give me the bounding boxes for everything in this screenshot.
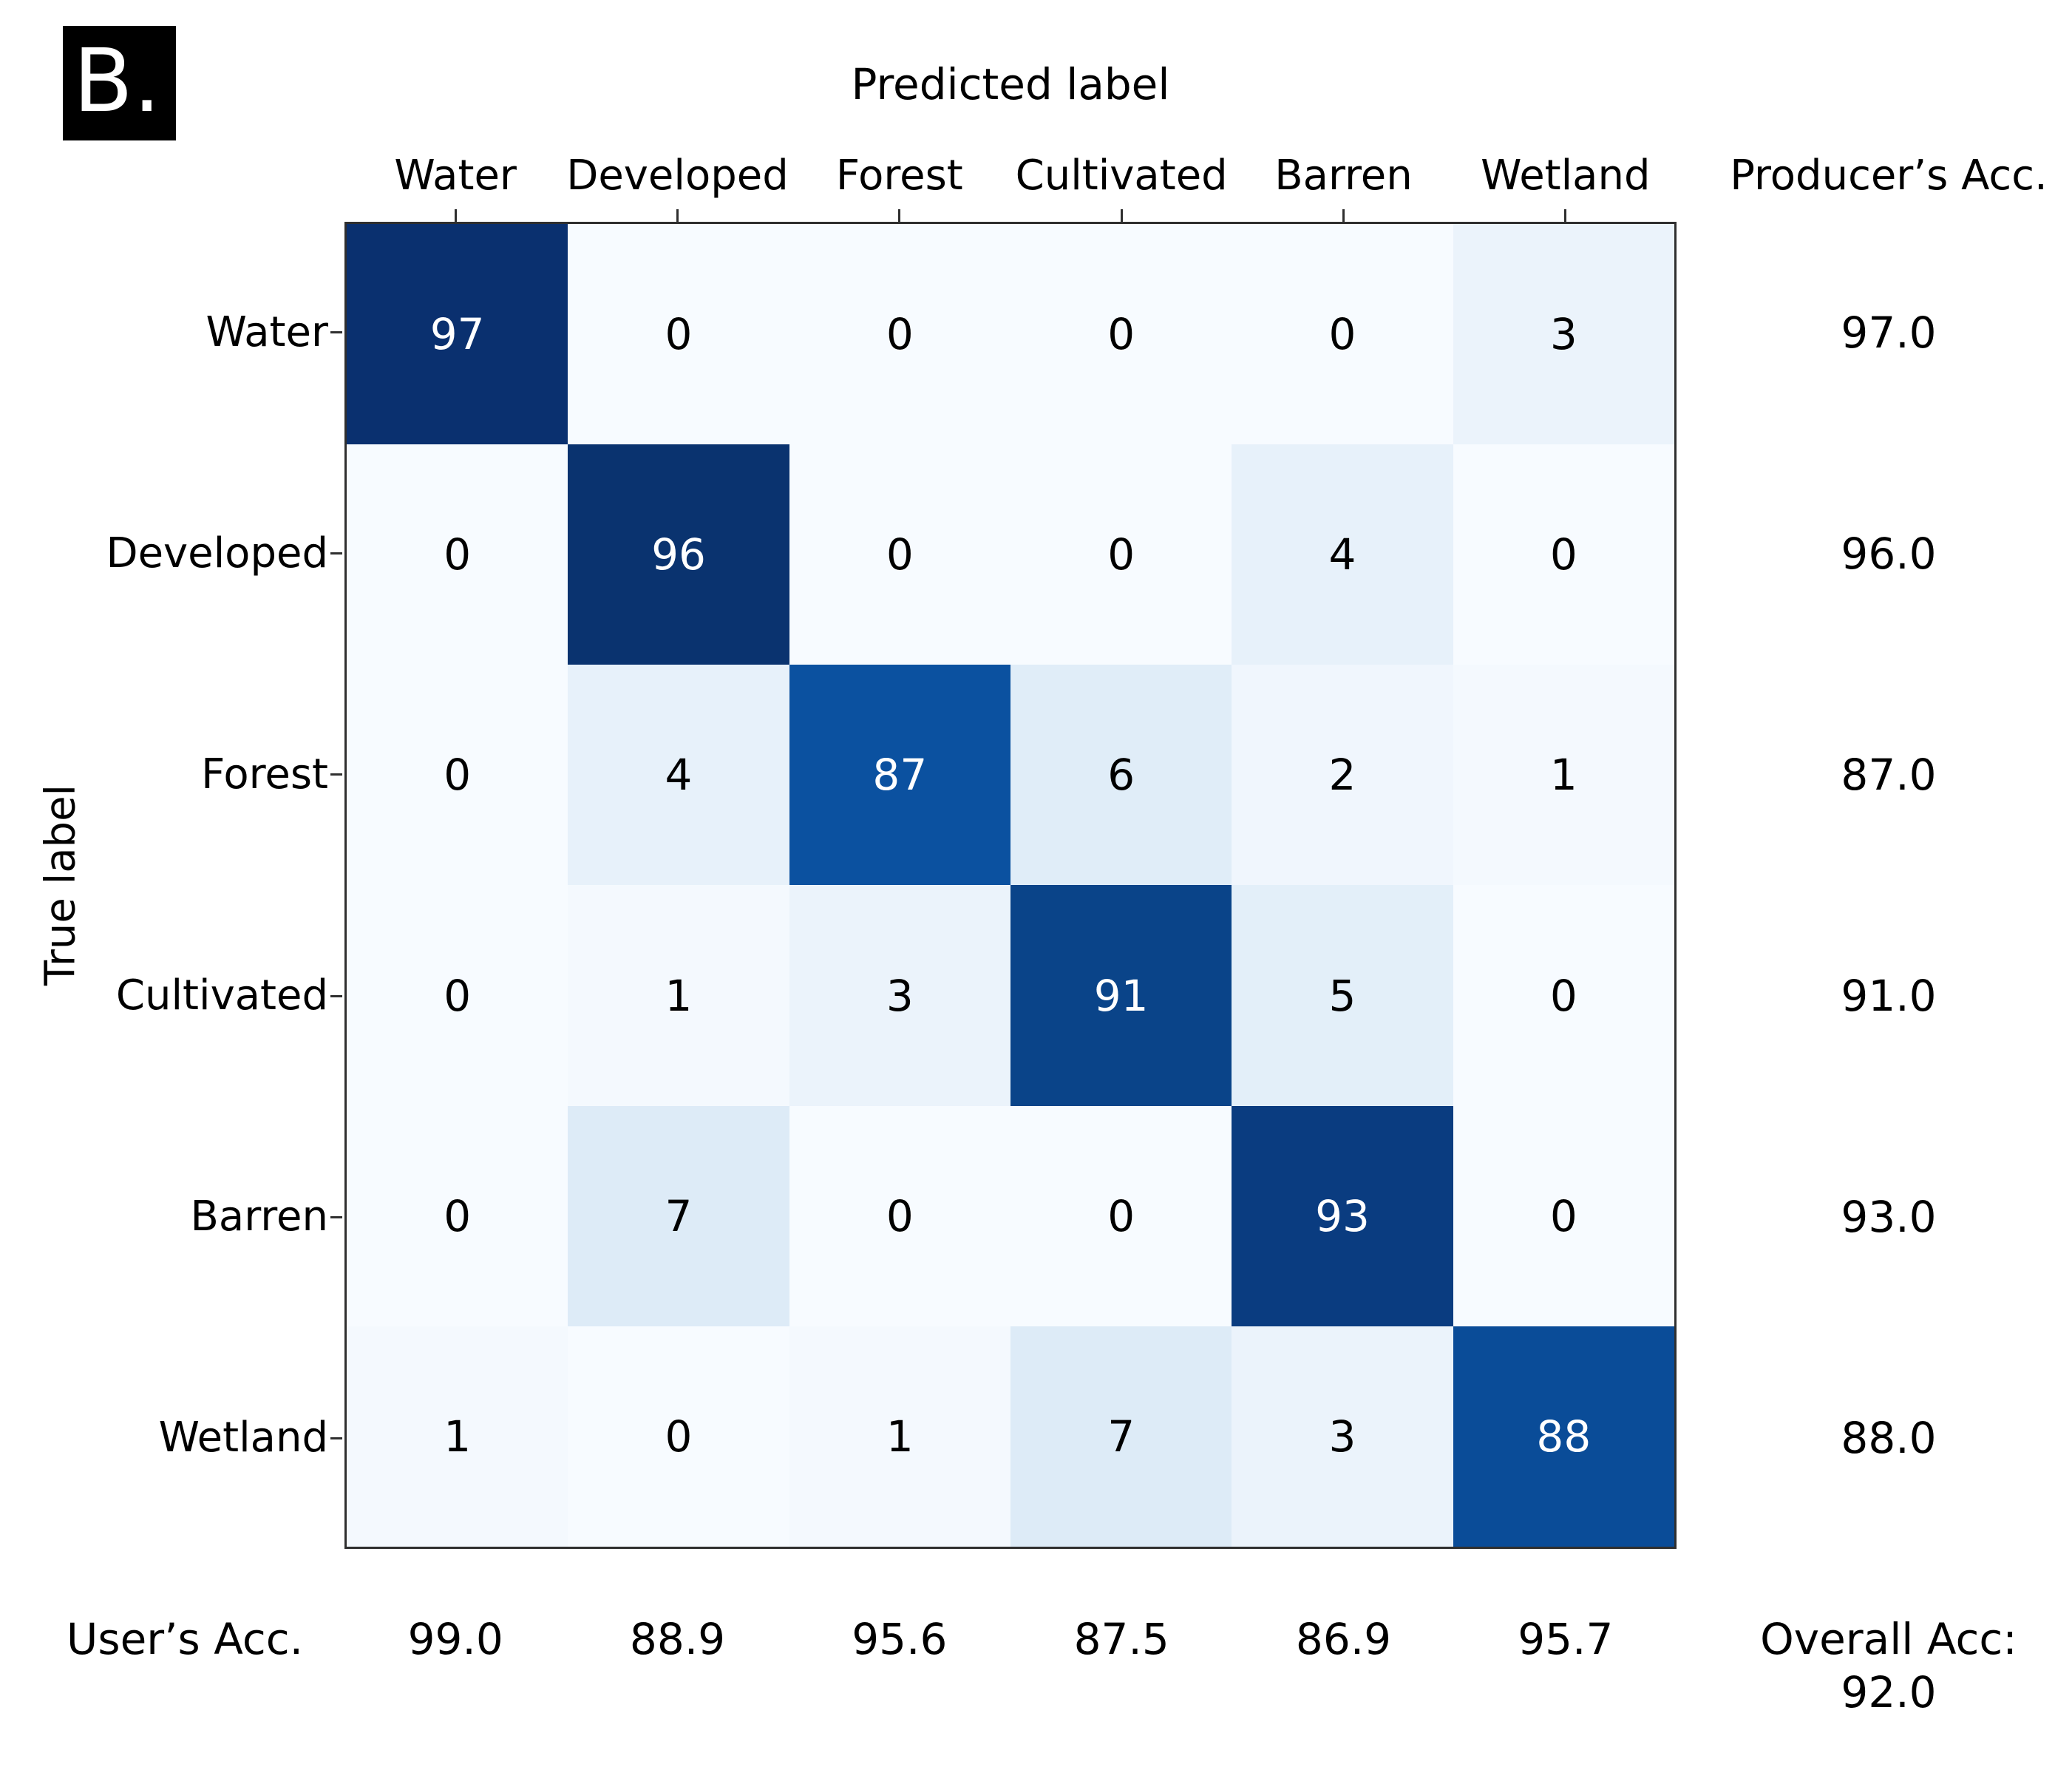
top-tick: [898, 209, 901, 222]
row-label: Water: [205, 308, 328, 356]
row-label: Cultivated: [115, 971, 328, 1020]
matrix-cell: 0: [347, 1105, 568, 1326]
matrix-cell: 3: [1453, 224, 1674, 445]
left-tick: [330, 1215, 342, 1218]
left-tick: [330, 773, 342, 776]
users-acc-value: 88.9: [629, 1614, 726, 1664]
top-tick: [1120, 209, 1123, 222]
matrix-cell: 0: [1453, 1105, 1674, 1326]
matrix-cell: 91: [1010, 885, 1232, 1106]
matrix-cell: 2: [1232, 665, 1453, 886]
column-label: Developed: [566, 152, 789, 200]
column-label: Water: [394, 152, 517, 200]
confusion-matrix-grid: 97 0 0 0 0 3 0 96 0 0 4 0 0 4 87 6 2 1 0 1 3 91 5 0 0 7 0 0 93 0 1 0 1 7 3…: [344, 222, 1677, 1549]
matrix-cell: 3: [789, 885, 1010, 1106]
matrix-cell: 0: [568, 224, 789, 445]
matrix-cell: 1: [347, 1326, 568, 1547]
matrix-cell: 0: [347, 665, 568, 886]
producers-acc-value: 96.0: [1841, 528, 1937, 579]
column-label: Cultivated: [1015, 152, 1228, 200]
matrix-cell: 5: [1232, 885, 1453, 1106]
matrix-cell: 0: [1453, 444, 1674, 665]
matrix-cell: 0: [347, 444, 568, 665]
matrix-cell: 97: [347, 224, 568, 445]
column-label: Barren: [1274, 152, 1413, 200]
overall-acc-label: Overall Acc:: [1760, 1614, 2017, 1664]
column-label: Wetland: [1481, 152, 1651, 200]
top-tick: [454, 209, 457, 222]
y-axis-title: True label: [36, 784, 85, 986]
column-label: Forest: [835, 152, 963, 200]
row-label: Developed: [106, 529, 328, 577]
matrix-cell: 7: [1010, 1326, 1232, 1547]
left-tick: [330, 1437, 342, 1439]
matrix-cell: 4: [568, 665, 789, 886]
matrix-cell: 3: [1232, 1326, 1453, 1547]
users-acc-value: 95.7: [1518, 1614, 1614, 1664]
producers-acc-value: 93.0: [1841, 1192, 1937, 1243]
matrix-cell: 0: [789, 444, 1010, 665]
matrix-cell: 0: [1010, 1105, 1232, 1326]
matrix-cell: 1: [1453, 665, 1674, 886]
matrix-cell: 0: [568, 1326, 789, 1547]
matrix-cell: 0: [1453, 885, 1674, 1106]
matrix-cell: 1: [789, 1326, 1010, 1547]
row-label: Barren: [190, 1193, 328, 1241]
matrix-cell: 88: [1453, 1326, 1674, 1547]
users-acc-value: 95.6: [852, 1614, 948, 1664]
users-acc-header: User’s Acc.: [66, 1614, 304, 1664]
producers-acc-value: 97.0: [1841, 307, 1937, 358]
producers-acc-value: 87.0: [1841, 749, 1937, 800]
matrix-cell: 87: [789, 665, 1010, 886]
users-acc-value: 99.0: [407, 1614, 503, 1664]
matrix-cell: 93: [1232, 1105, 1453, 1326]
matrix-cell: 0: [1010, 444, 1232, 665]
producers-acc-value: 88.0: [1841, 1413, 1937, 1464]
x-axis-title: Predicted label: [851, 59, 1170, 109]
producers-acc-header: Producer’s Acc.: [1730, 152, 2048, 200]
users-acc-value: 87.5: [1073, 1614, 1169, 1664]
matrix-cell: 1: [568, 885, 789, 1106]
matrix-cell: 0: [347, 885, 568, 1106]
matrix-cell: 0: [1010, 224, 1232, 445]
top-tick: [1564, 209, 1567, 222]
matrix-cell: 0: [789, 1105, 1010, 1326]
matrix-cell: 96: [568, 444, 789, 665]
matrix-cell: 4: [1232, 444, 1453, 665]
left-tick: [330, 994, 342, 997]
users-acc-value: 86.9: [1295, 1614, 1392, 1664]
matrix-cell: 7: [568, 1105, 789, 1326]
matrix-cell: 6: [1010, 665, 1232, 886]
left-tick: [330, 331, 342, 334]
top-tick: [676, 209, 679, 222]
matrix-cell: 0: [789, 224, 1010, 445]
left-tick: [330, 552, 342, 555]
overall-acc-value: 92.0: [1841, 1667, 1937, 1717]
row-label: Wetland: [158, 1414, 328, 1462]
top-tick: [1342, 209, 1345, 222]
producers-acc-value: 91.0: [1841, 971, 1937, 1022]
panel-letter-badge: B.: [63, 26, 176, 140]
row-label: Forest: [201, 750, 328, 798]
matrix-cell: 0: [1232, 224, 1453, 445]
